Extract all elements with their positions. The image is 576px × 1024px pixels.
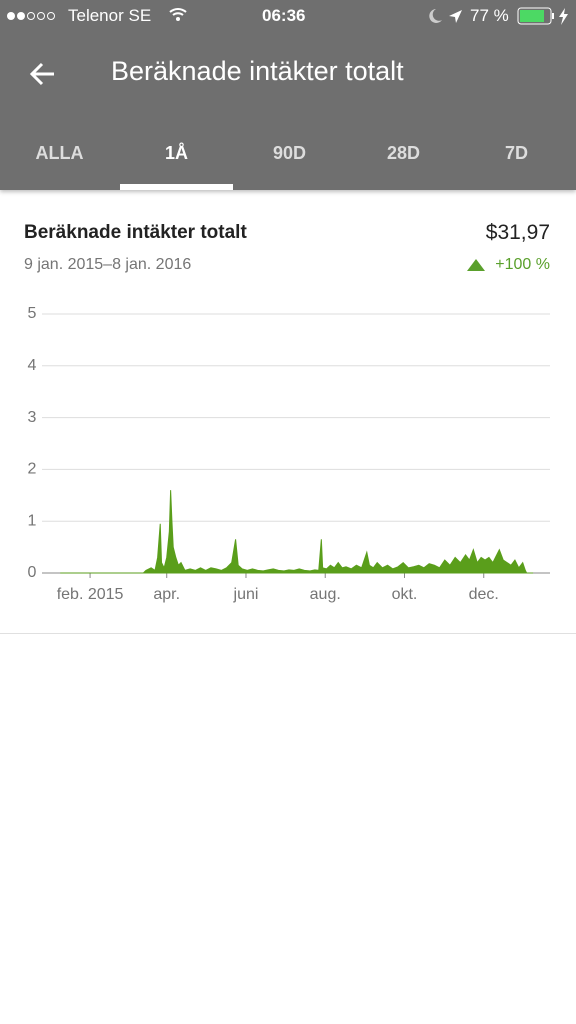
clock: 06:36	[262, 6, 306, 25]
up-arrow	[467, 259, 485, 271]
y-tick-label: 3	[28, 409, 37, 426]
x-tick-label: aug.	[310, 586, 341, 603]
y-tick-label: 5	[28, 305, 37, 322]
tab[interactable]: 90D	[272, 143, 307, 163]
carrier: Telenor SE	[68, 6, 152, 25]
tab-indicator	[120, 184, 233, 190]
area	[60, 490, 534, 574]
card-title: Beräknade intäkter totalt	[24, 222, 247, 243]
change-value: +100 %	[495, 256, 550, 273]
x-tick-label: juni	[233, 586, 259, 603]
divider	[0, 633, 576, 634]
status-icons	[7, 7, 568, 25]
total-value: $31,97	[485, 221, 550, 244]
battery-level: 77 %	[470, 6, 509, 25]
x-tick-label: feb. 2015	[57, 586, 124, 603]
y-tick-label: 1	[28, 512, 37, 529]
header-title: Beräknade intäkter totalt	[111, 56, 404, 86]
tab[interactable]: ALLA	[35, 143, 84, 163]
y-tick-label: 2	[28, 461, 37, 478]
chart: 0 1 2 3 4 5 feb. 2015 apr. juni aug. okt. dec.	[28, 305, 550, 603]
y-tick-label: 4	[28, 357, 37, 374]
x-tick-label: apr.	[153, 586, 180, 603]
date-range: 9 jan. 2015–8 jan. 2016	[24, 256, 192, 273]
y-tick-label: 0	[28, 564, 37, 581]
tab[interactable]: 28D	[386, 143, 421, 163]
tab[interactable]: 7D	[504, 143, 528, 163]
app-bar: Telenor SE 06:36 77 % Beräknade intäkter…	[0, 0, 576, 190]
tab[interactable]: 1Å	[164, 143, 188, 163]
x-tick-label: dec.	[469, 586, 499, 603]
x-tick-label: okt.	[392, 586, 418, 603]
back-button[interactable]	[28, 59, 58, 89]
